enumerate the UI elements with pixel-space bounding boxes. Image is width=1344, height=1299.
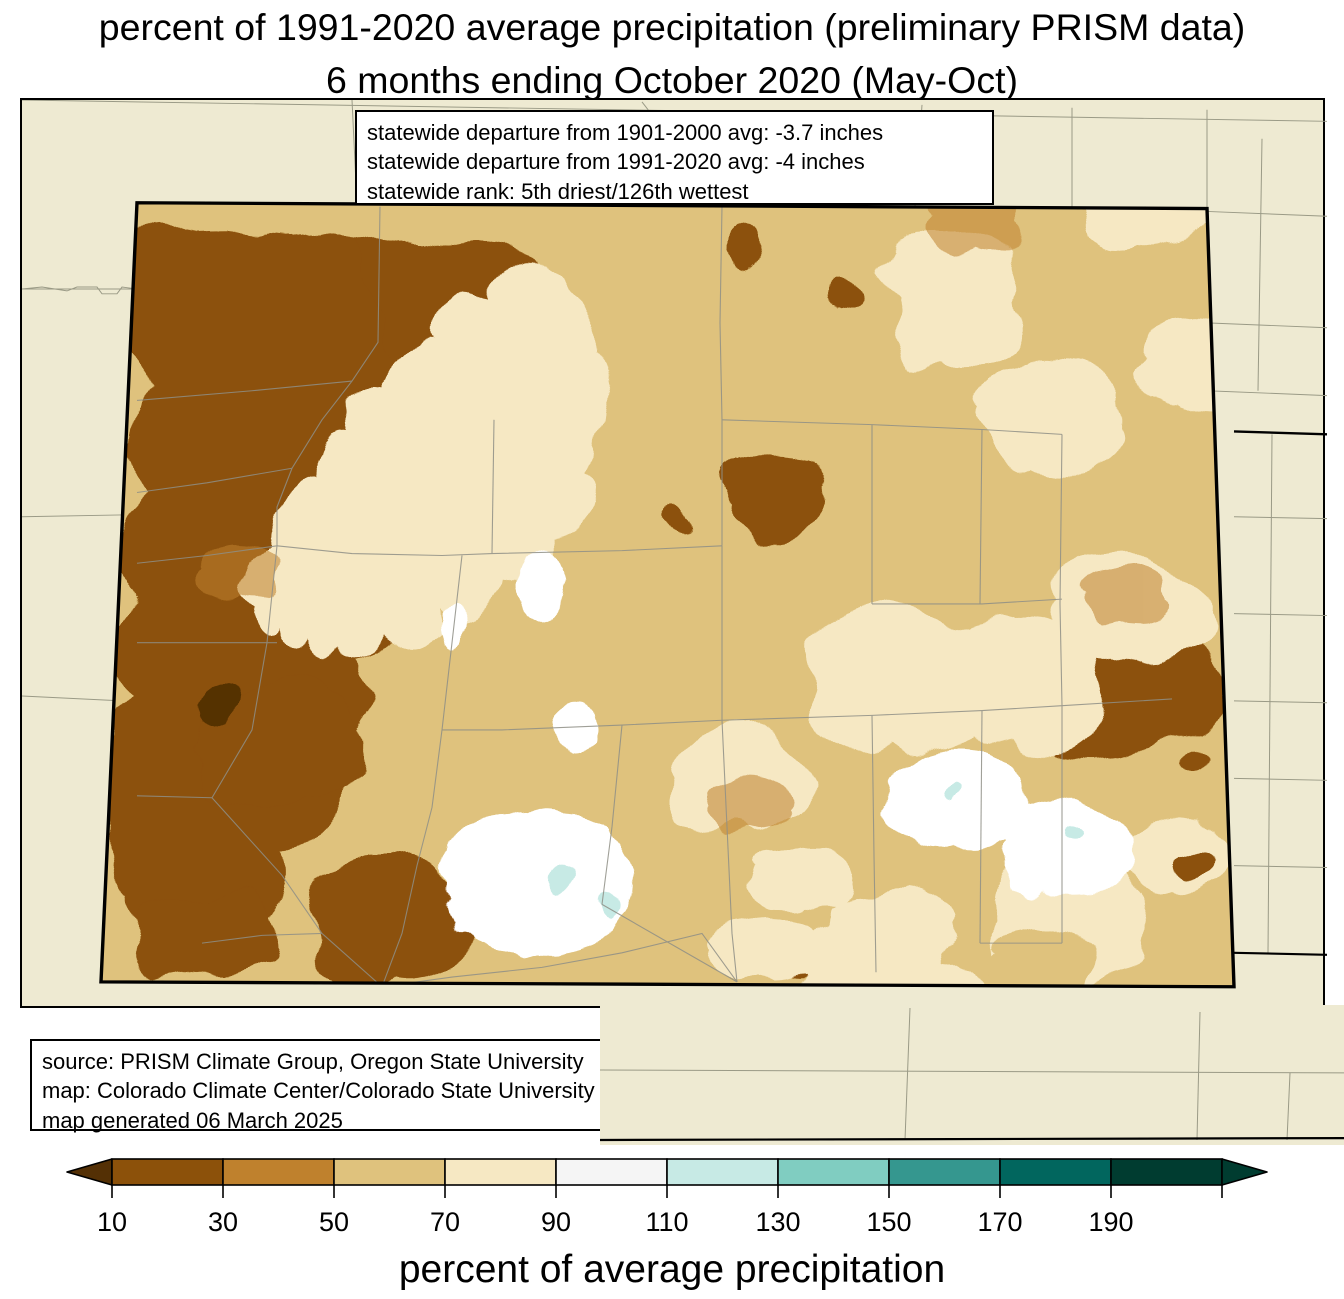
svg-text:110: 110 bbox=[645, 1207, 688, 1237]
svg-text:90: 90 bbox=[541, 1207, 571, 1237]
svg-text:150: 150 bbox=[866, 1207, 911, 1237]
svg-text:70: 70 bbox=[430, 1207, 460, 1237]
svg-text:50: 50 bbox=[319, 1207, 349, 1237]
svg-text:30: 30 bbox=[208, 1207, 238, 1237]
svg-text:190: 190 bbox=[1088, 1207, 1133, 1237]
svg-text:percent of average precipitati: percent of average precipitation bbox=[399, 1248, 945, 1291]
svg-text:10: 10 bbox=[97, 1207, 127, 1237]
svg-text:130: 130 bbox=[755, 1207, 800, 1237]
svg-text:170: 170 bbox=[977, 1207, 1022, 1237]
